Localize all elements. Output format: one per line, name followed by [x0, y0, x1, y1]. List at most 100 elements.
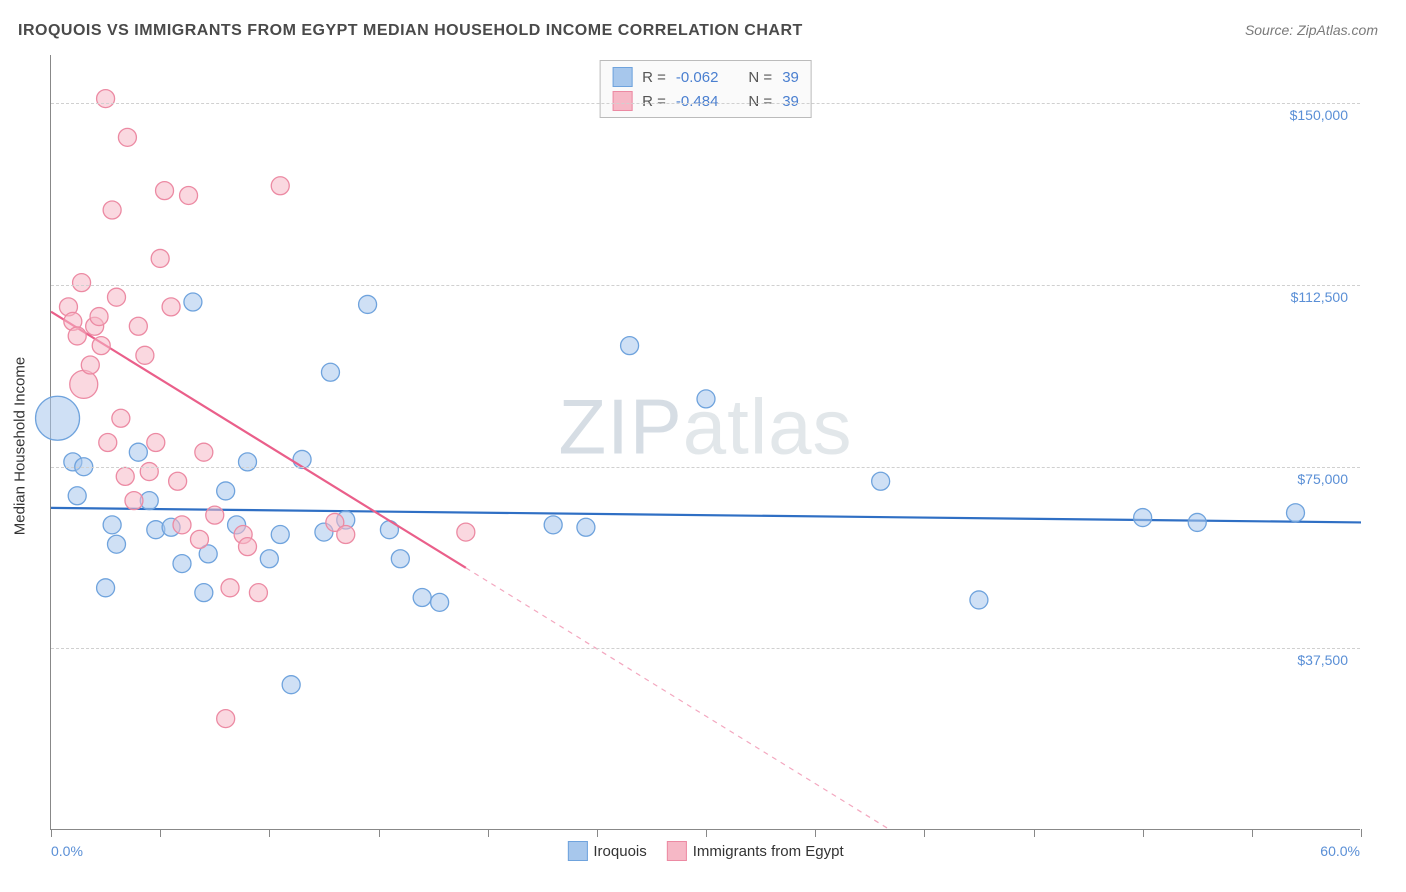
- x-axis-min-label: 0.0%: [51, 843, 83, 859]
- data-point: [457, 523, 475, 541]
- data-point: [282, 676, 300, 694]
- data-point: [1134, 509, 1152, 527]
- x-tick: [706, 829, 707, 837]
- y-tick-label: $75,000: [1297, 471, 1348, 487]
- correlation-legend-row: R = -0.484 N = 39: [612, 89, 799, 113]
- data-point: [221, 579, 239, 597]
- data-point: [271, 526, 289, 544]
- data-point: [184, 293, 202, 311]
- data-point: [97, 579, 115, 597]
- x-tick: [1252, 829, 1253, 837]
- data-point: [162, 298, 180, 316]
- data-point: [140, 463, 158, 481]
- data-point: [125, 492, 143, 510]
- legend-swatch: [612, 91, 632, 111]
- chart-svg: [51, 55, 1360, 829]
- trend-line-extrapolated: [466, 568, 891, 830]
- data-point: [195, 443, 213, 461]
- n-value: 39: [782, 93, 799, 110]
- r-label: R =: [642, 93, 666, 110]
- data-point: [81, 356, 99, 374]
- data-point: [697, 390, 715, 408]
- data-point: [544, 516, 562, 534]
- data-point: [118, 128, 136, 146]
- plot-area: ZIPatlas R =-0.062N =39R =-0.484N =39 0.…: [50, 55, 1360, 830]
- gridline-h: [51, 285, 1360, 286]
- data-point: [92, 337, 110, 355]
- data-point: [97, 90, 115, 108]
- data-point: [116, 467, 134, 485]
- data-point: [108, 535, 126, 553]
- source-value: ZipAtlas.com: [1297, 22, 1378, 38]
- data-point: [413, 589, 431, 607]
- data-point: [129, 443, 147, 461]
- legend-swatch: [667, 841, 687, 861]
- data-point: [108, 288, 126, 306]
- data-point: [970, 591, 988, 609]
- gridline-h: [51, 648, 1360, 649]
- data-point: [147, 434, 165, 452]
- x-tick: [379, 829, 380, 837]
- data-point: [239, 538, 257, 556]
- source-label: Source:: [1245, 22, 1293, 38]
- y-tick-label: $112,500: [1291, 289, 1348, 305]
- data-point: [151, 249, 169, 267]
- data-point: [136, 346, 154, 364]
- r-value: -0.484: [676, 93, 719, 110]
- legend-swatch: [612, 67, 632, 87]
- data-point: [217, 710, 235, 728]
- data-point: [156, 182, 174, 200]
- data-point: [70, 370, 98, 398]
- x-tick: [815, 829, 816, 837]
- n-label: N =: [748, 93, 772, 110]
- x-tick: [597, 829, 598, 837]
- data-point: [1287, 504, 1305, 522]
- gridline-h: [51, 467, 1360, 468]
- series-legend-item: Immigrants from Egypt: [667, 841, 844, 861]
- r-value: -0.062: [676, 69, 719, 86]
- data-point: [99, 434, 117, 452]
- series-label: Iroquois: [593, 843, 646, 860]
- source-attribution: Source: ZipAtlas.com: [1245, 22, 1378, 38]
- trend-line: [51, 508, 1361, 523]
- data-point: [359, 295, 377, 313]
- x-tick: [269, 829, 270, 837]
- data-point: [239, 453, 257, 471]
- y-tick-label: $37,500: [1297, 652, 1348, 668]
- data-point: [337, 526, 355, 544]
- data-point: [431, 593, 449, 611]
- data-point: [190, 530, 208, 548]
- n-label: N =: [748, 69, 772, 86]
- x-tick: [51, 829, 52, 837]
- series-label: Immigrants from Egypt: [693, 843, 844, 860]
- data-point: [577, 518, 595, 536]
- series-legend-item: Iroquois: [567, 841, 646, 861]
- data-point: [68, 487, 86, 505]
- data-point: [271, 177, 289, 195]
- legend-swatch: [567, 841, 587, 861]
- x-tick: [924, 829, 925, 837]
- correlation-legend-row: R =-0.062N =39: [612, 65, 799, 89]
- data-point: [217, 482, 235, 500]
- data-point: [180, 186, 198, 204]
- x-tick: [160, 829, 161, 837]
- x-tick: [1361, 829, 1362, 837]
- data-point: [112, 409, 130, 427]
- data-point: [103, 516, 121, 534]
- data-point: [103, 201, 121, 219]
- x-axis-max-label: 60.0%: [1320, 843, 1360, 859]
- data-point: [169, 472, 187, 490]
- data-point: [36, 396, 80, 440]
- data-point: [621, 337, 639, 355]
- data-point: [173, 516, 191, 534]
- chart-title: IROQUOIS VS IMMIGRANTS FROM EGYPT MEDIAN…: [18, 22, 803, 40]
- data-point: [68, 327, 86, 345]
- data-point: [129, 317, 147, 335]
- correlation-legend: R =-0.062N =39R =-0.484N =39: [599, 60, 812, 118]
- y-axis-title: Median Household Income: [12, 357, 29, 535]
- gridline-h: [51, 103, 1360, 104]
- data-point: [206, 506, 224, 524]
- data-point: [1188, 513, 1206, 531]
- chart-container: IROQUOIS VS IMMIGRANTS FROM EGYPT MEDIAN…: [0, 0, 1406, 892]
- n-value: 39: [782, 69, 799, 86]
